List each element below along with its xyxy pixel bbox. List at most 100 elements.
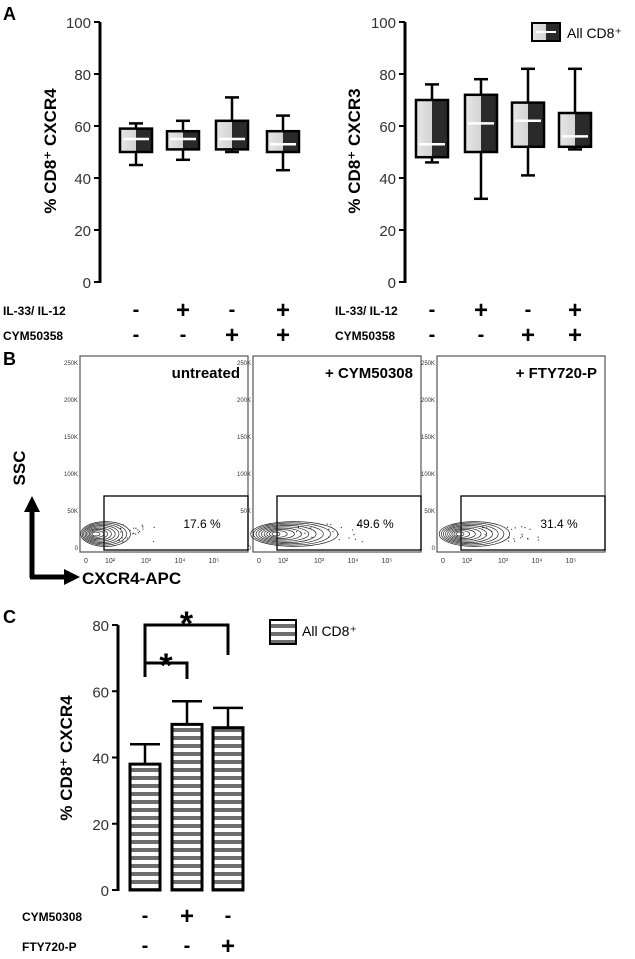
y-tick-label: 20: [379, 223, 396, 240]
event-dot: [338, 538, 340, 541]
condition-mark: +: [180, 903, 194, 930]
flow-plot-1: 0 50K 100K 150K 200K 250K 0 10² 10³ 10⁴ 10⁵ untreat…: [64, 355, 249, 565]
y-tick-label: 250K: [64, 361, 78, 367]
y-tick-label: 0: [432, 546, 436, 552]
y-tick-label: 60: [379, 119, 396, 136]
condition-mark: -: [229, 299, 236, 321]
event-dot: [118, 540, 120, 542]
y-tick-label: 100: [371, 15, 396, 32]
x-tick-label: 10²: [278, 558, 289, 565]
condition-mark: +: [221, 933, 235, 959]
y-tick-label: 200K: [421, 398, 435, 404]
gate-percent: 17.6 %: [183, 517, 221, 531]
box-iqr: [118, 127, 154, 154]
y-axis-label: % CD8⁺ CXCR3: [345, 88, 364, 213]
bar-1: [128, 743, 162, 892]
gate-percent: 49.6 %: [356, 517, 394, 531]
contour-line: [438, 521, 510, 547]
panel-letter-b: B: [3, 349, 16, 369]
condition-mark: +: [474, 297, 488, 324]
event-dot: [121, 537, 123, 539]
x-tick-label: 10⁴: [532, 558, 543, 565]
condition-mark: -: [225, 905, 232, 927]
y-tick-label: 40: [379, 171, 396, 188]
bar-rect: [128, 762, 162, 892]
y-tick-label: 0: [83, 275, 91, 292]
event-dot: [506, 526, 509, 528]
plot-frame: [79, 355, 249, 553]
box-3: [510, 67, 546, 177]
event-dot: [141, 524, 143, 526]
box-iqr: [414, 98, 450, 159]
contour-line: [88, 529, 108, 539]
significance-bracket: [143, 623, 230, 665]
x-tick-label: 10⁴: [175, 558, 186, 565]
event-dot: [520, 537, 522, 539]
box-iqr: [510, 101, 546, 149]
contour-line: [90, 530, 105, 538]
event-dot: [482, 526, 484, 529]
contour-line: [258, 525, 317, 543]
condition-mark: +: [276, 322, 290, 349]
event-dot: [511, 528, 513, 530]
event-dot: [304, 532, 306, 534]
event-dot: [120, 527, 122, 529]
plot-title: untreated: [172, 365, 240, 382]
x-tick-label: 10³: [498, 558, 509, 565]
condition-mark: -: [180, 324, 187, 346]
x-tick-label: 0: [84, 558, 88, 565]
condition-mark: -: [525, 299, 532, 321]
bar-rect: [211, 726, 245, 892]
event-dot: [353, 534, 355, 536]
y-tick-label: 40: [74, 171, 91, 188]
contour-line: [87, 527, 112, 541]
contour-line: [440, 522, 505, 546]
y-tick-label: 0: [248, 546, 252, 552]
gate: [460, 495, 606, 551]
contour-line: [91, 531, 101, 537]
bar-2: [170, 699, 204, 892]
event-dot: [508, 537, 510, 539]
significance-star: *: [180, 605, 194, 643]
event-dot: [135, 527, 137, 529]
event-dot: [537, 539, 539, 541]
event-dot: [118, 539, 120, 541]
y-tick-label: 150K: [421, 435, 435, 441]
event-dot: [482, 526, 484, 528]
condition-mark: -: [142, 905, 149, 927]
x-tick-label: 10⁴: [348, 558, 359, 565]
plot-title: + CYM50308: [325, 365, 413, 382]
condition-mark: -: [429, 299, 436, 321]
x-tick-label: 10²: [105, 558, 116, 565]
box-2: [165, 119, 201, 162]
contour-line: [80, 521, 131, 547]
box-1: [414, 83, 450, 164]
contour-line: [455, 531, 465, 537]
event-dot: [527, 537, 529, 539]
event-dot: [340, 526, 342, 529]
x-tick-label: 10⁵: [382, 558, 393, 565]
y-tick-label: 50K: [67, 509, 78, 515]
significance-bracket: [143, 661, 189, 679]
y-tick-label: 20: [92, 817, 109, 834]
condition-mark: -: [133, 324, 140, 346]
contour-line: [255, 523, 324, 545]
plot-frame: [252, 355, 422, 553]
y-tick-label: 250K: [237, 361, 251, 367]
box-3: [214, 96, 250, 154]
condition-mark: +: [568, 322, 582, 349]
condition-mark: -: [142, 935, 149, 957]
event-dot: [310, 527, 312, 529]
condition-label: IL-33/ IL-12: [335, 304, 398, 318]
event-dot: [311, 536, 313, 538]
y-axis-label: % CD8⁺ CXCR4: [57, 695, 76, 821]
condition-label: CYM50358: [3, 329, 63, 343]
event-dot: [337, 533, 339, 535]
event-dot: [132, 533, 134, 535]
event-dot: [122, 541, 124, 543]
panel-b-flow-plots: 0 50K 100K 150K 200K 250K 0 10² 10³ 10⁴ 10⁵ untreat…: [64, 355, 606, 565]
y-tick-label: 250K: [421, 361, 435, 367]
condition-mark: +: [225, 322, 239, 349]
